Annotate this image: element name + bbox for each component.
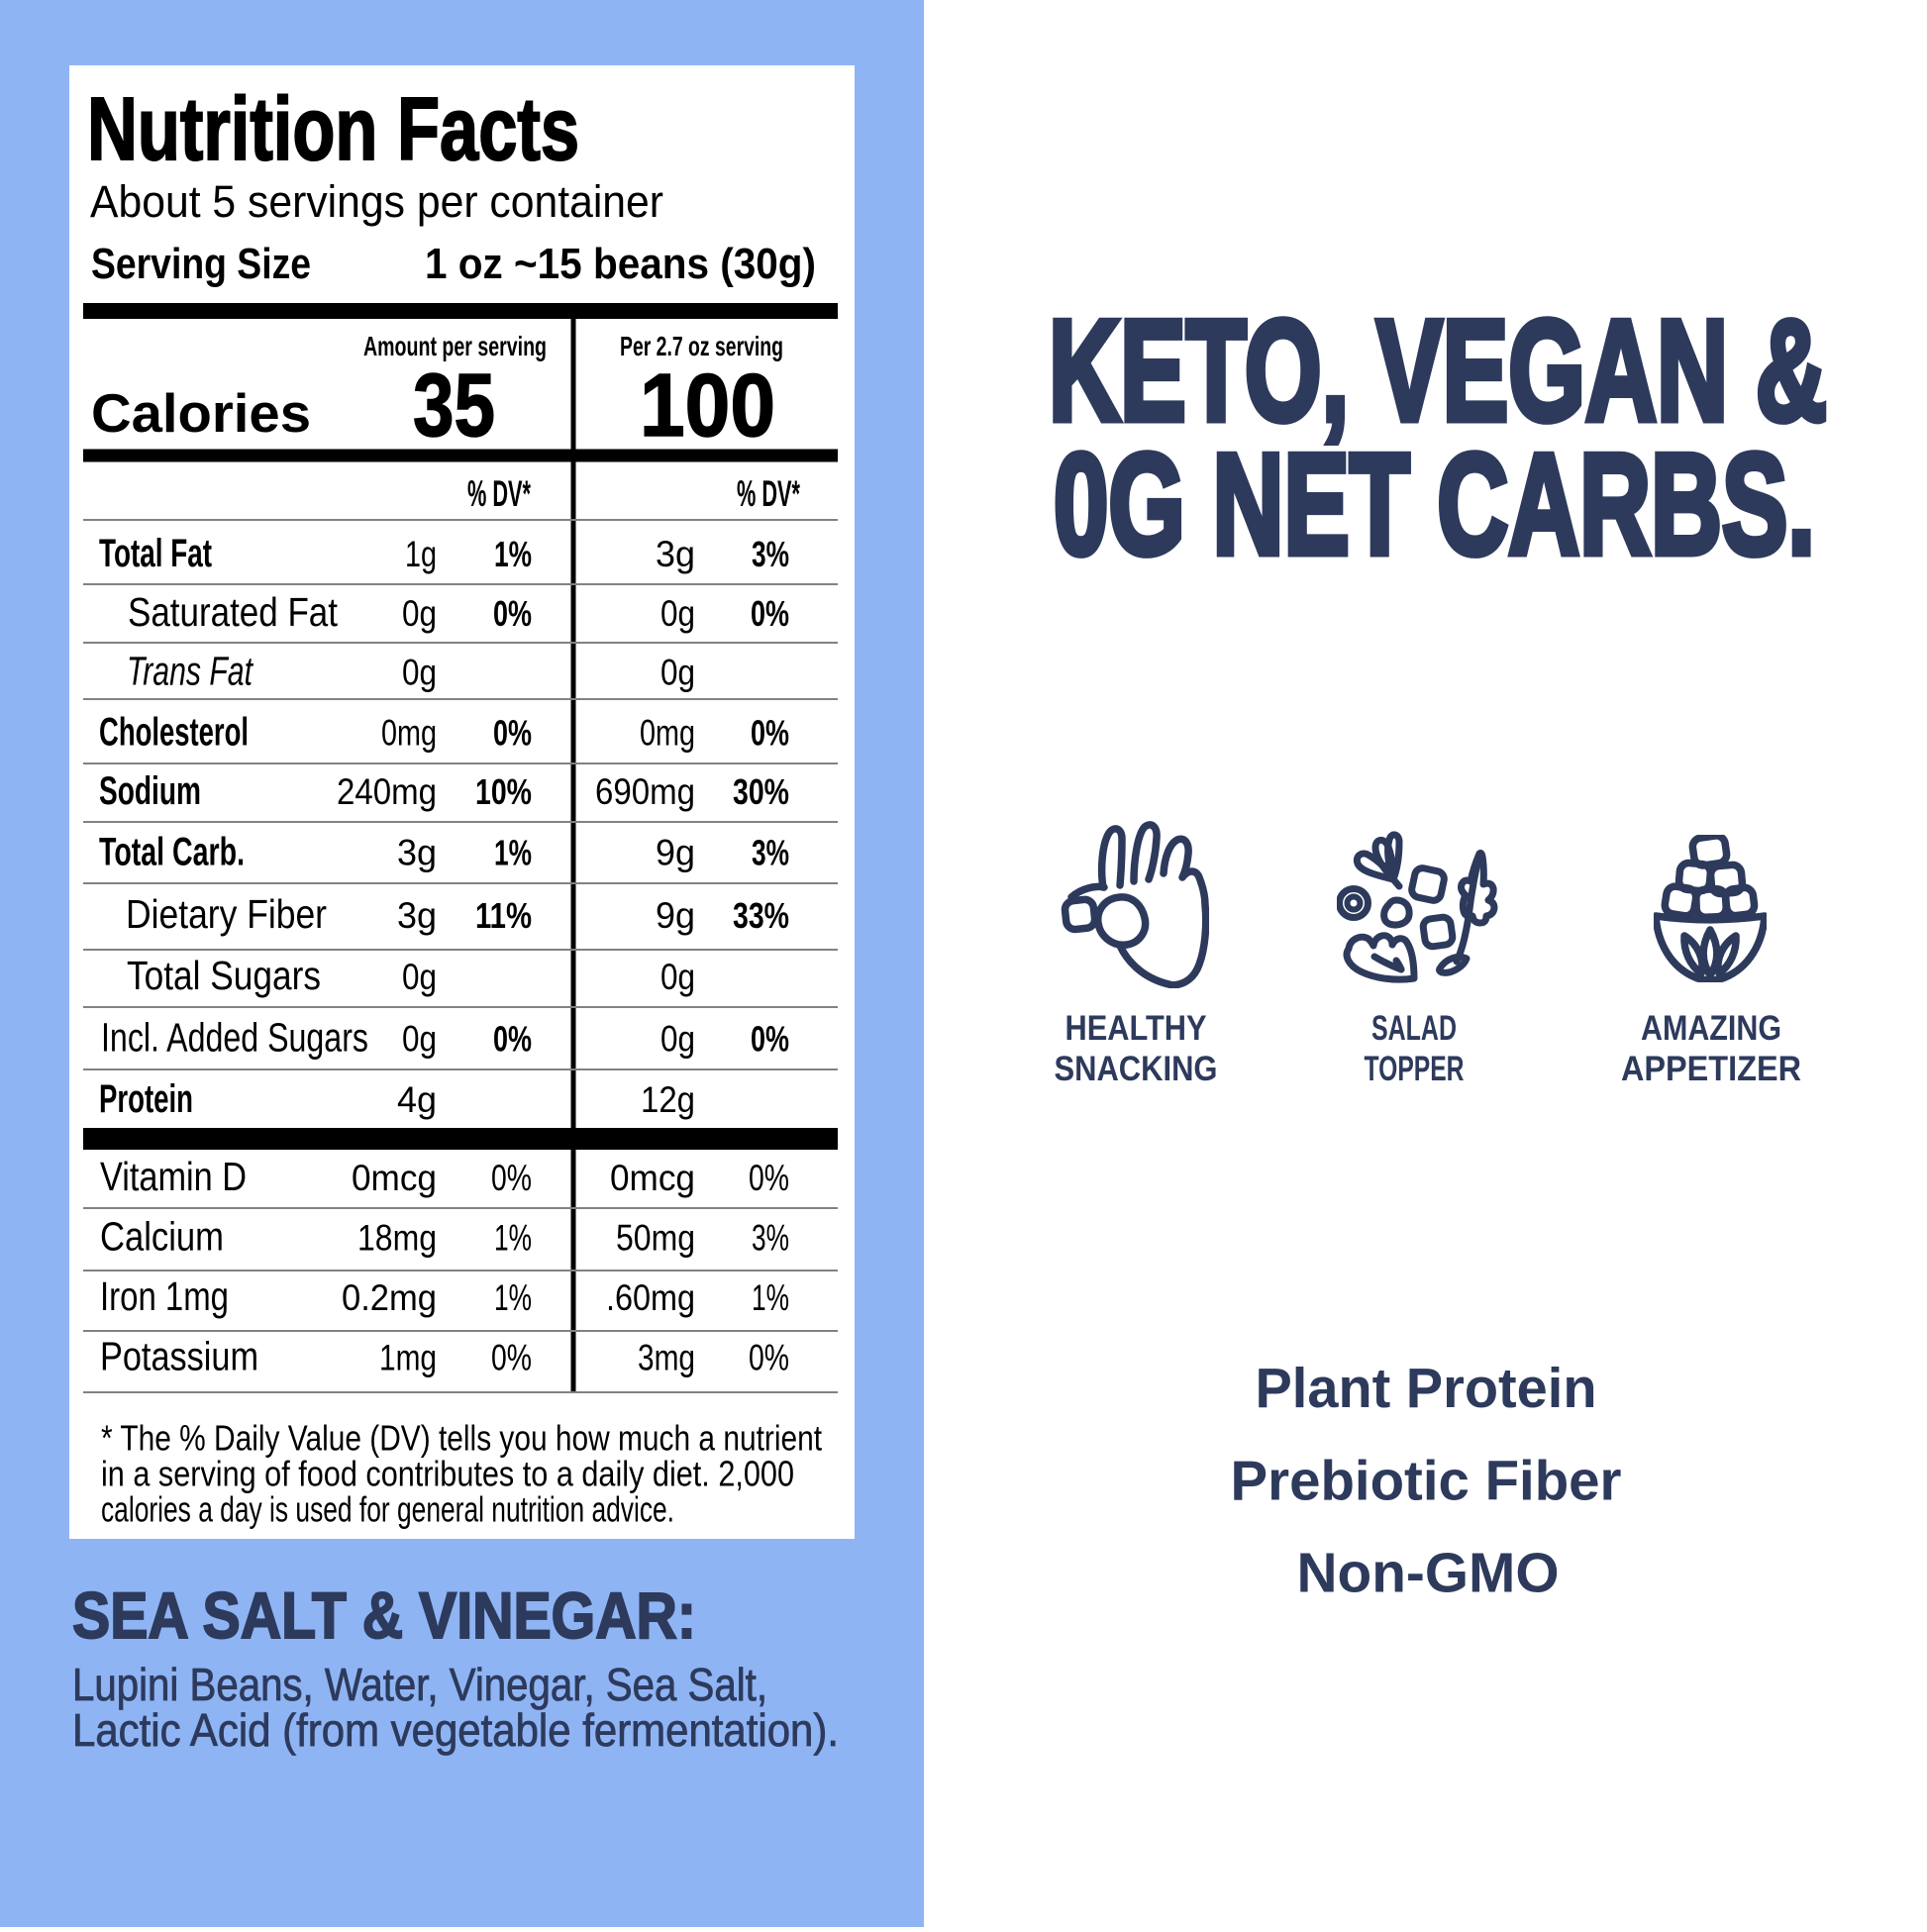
svg-text:1%: 1% (494, 1277, 532, 1318)
svg-text:Amount per serving: Amount per serving (363, 331, 547, 361)
svg-text:0%: 0% (751, 1019, 789, 1060)
svg-text:0%: 0% (751, 713, 789, 754)
svg-text:Protein: Protein (99, 1077, 193, 1121)
svg-text:Lupini Beans, Water, Vinegar,: Lupini Beans, Water, Vinegar, Sea Salt, (72, 1659, 767, 1710)
svg-text:33%: 33% (733, 895, 789, 936)
svg-text:Vitamin D: Vitamin D (100, 1154, 247, 1199)
svg-text:calories a day is used for gen: calories a day is used for general nutri… (101, 1489, 674, 1530)
svg-text:Incl. Added Sugars: Incl. Added Sugars (101, 1015, 368, 1061)
svg-text:0%: 0% (749, 1338, 789, 1378)
svg-text:240mg: 240mg (337, 771, 437, 812)
svg-text:35: 35 (413, 356, 495, 456)
svg-text:0mg: 0mg (381, 713, 437, 754)
svg-text:0g: 0g (660, 957, 695, 997)
svg-text:% DV*: % DV* (737, 473, 800, 514)
svg-text:Sodium: Sodium (99, 769, 201, 813)
svg-text:10%: 10% (475, 771, 532, 812)
svg-text:0G NET CARBS.: 0G NET CARBS. (1054, 424, 1815, 584)
svg-text:1%: 1% (752, 1277, 789, 1318)
svg-text:Total Fat: Total Fat (99, 532, 212, 575)
svg-text:Cholesterol: Cholesterol (99, 711, 249, 755)
svg-text:SALAD: SALAD (1371, 1009, 1457, 1048)
svg-text:0%: 0% (491, 1158, 532, 1198)
svg-text:3mg: 3mg (638, 1338, 695, 1378)
svg-text:1mg: 1mg (379, 1338, 437, 1378)
svg-text:Total Sugars: Total Sugars (127, 953, 321, 998)
svg-text:0g: 0g (402, 653, 437, 693)
svg-text:0.2mg: 0.2mg (342, 1277, 437, 1318)
svg-text:Serving Size: Serving Size (91, 240, 311, 288)
svg-text:1%: 1% (494, 1218, 532, 1259)
svg-text:Calories: Calories (91, 382, 311, 444)
svg-text:0%: 0% (491, 1338, 532, 1378)
svg-text:0g: 0g (402, 593, 437, 634)
svg-text:18mg: 18mg (357, 1218, 437, 1259)
svg-text:0%: 0% (751, 593, 789, 634)
svg-text:Non-GMO: Non-GMO (1297, 1542, 1560, 1605)
svg-text:690mg: 690mg (595, 771, 695, 812)
svg-text:% DV*: % DV* (467, 473, 531, 514)
svg-text:Prebiotic Fiber: Prebiotic Fiber (1231, 1450, 1622, 1513)
svg-text:Plant Protein: Plant Protein (1256, 1357, 1597, 1420)
svg-text:Dietary Fiber: Dietary Fiber (126, 891, 327, 937)
svg-text:SNACKING: SNACKING (1055, 1050, 1218, 1088)
svg-text:APPETIZER: APPETIZER (1621, 1050, 1801, 1088)
svg-text:0mcg: 0mcg (610, 1158, 695, 1198)
svg-text:9g: 9g (656, 833, 695, 873)
svg-text:0mg: 0mg (640, 713, 695, 754)
svg-text:Per 2.7 oz serving: Per 2.7 oz serving (620, 331, 783, 361)
svg-text:9g: 9g (656, 895, 695, 936)
svg-text:50mg: 50mg (616, 1218, 695, 1259)
svg-text:* The % Daily Value (DV) tells: * The % Daily Value (DV) tells you how m… (101, 1418, 822, 1459)
svg-text:3g: 3g (397, 895, 437, 936)
svg-text:3%: 3% (752, 1218, 789, 1259)
svg-text:1 oz ~15 beans (30g): 1 oz ~15 beans (30g) (425, 240, 816, 288)
svg-text:4g: 4g (397, 1079, 437, 1120)
svg-text:3%: 3% (752, 833, 789, 873)
svg-text:0mcg: 0mcg (352, 1158, 437, 1198)
svg-text:TOPPER: TOPPER (1365, 1050, 1465, 1088)
svg-text:11%: 11% (475, 895, 532, 936)
svg-text:0%: 0% (493, 593, 532, 634)
svg-text:Trans Fat: Trans Fat (127, 649, 254, 694)
svg-text:Lactic Acid (from vegetable fe: Lactic Acid (from vegetable fermentation… (72, 1704, 839, 1756)
svg-text:0g: 0g (402, 1019, 437, 1060)
svg-text:0%: 0% (493, 713, 532, 754)
svg-text:0g: 0g (660, 1019, 695, 1060)
svg-text:0%: 0% (493, 1019, 532, 1060)
svg-text:.60mg: .60mg (606, 1277, 695, 1318)
svg-text:Total Carb.: Total Carb. (99, 831, 245, 874)
svg-text:100: 100 (640, 356, 775, 456)
svg-text:3g: 3g (397, 833, 437, 873)
svg-text:1%: 1% (494, 534, 532, 574)
svg-text:3g: 3g (656, 534, 695, 574)
svg-text:in a serving of food contribut: in a serving of food contributes to a da… (101, 1454, 794, 1494)
svg-text:KETO, VEGAN &: KETO, VEGAN & (1049, 290, 1827, 451)
svg-text:Iron 1mg: Iron 1mg (100, 1273, 229, 1319)
svg-text:Nutrition Facts: Nutrition Facts (87, 80, 579, 179)
svg-text:0g: 0g (660, 653, 695, 693)
svg-text:12g: 12g (641, 1079, 695, 1120)
svg-text:HEALTHY: HEALTHY (1065, 1009, 1207, 1048)
svg-text:1%: 1% (494, 833, 532, 873)
svg-text:SEA SALT & VINEGAR:: SEA SALT & VINEGAR: (72, 1578, 696, 1652)
svg-text:Calcium: Calcium (100, 1214, 224, 1260)
svg-text:Saturated Fat: Saturated Fat (128, 589, 339, 635)
svg-text:1g: 1g (405, 534, 437, 574)
svg-text:AMAZING: AMAZING (1641, 1009, 1781, 1048)
svg-text:0%: 0% (749, 1158, 789, 1198)
svg-text:3%: 3% (752, 534, 789, 574)
svg-text:0g: 0g (402, 957, 437, 997)
svg-text:0g: 0g (660, 593, 695, 634)
svg-text:About 5 servings per container: About 5 servings per container (90, 176, 663, 227)
svg-text:Potassium: Potassium (100, 1334, 258, 1379)
svg-text:30%: 30% (733, 771, 789, 812)
